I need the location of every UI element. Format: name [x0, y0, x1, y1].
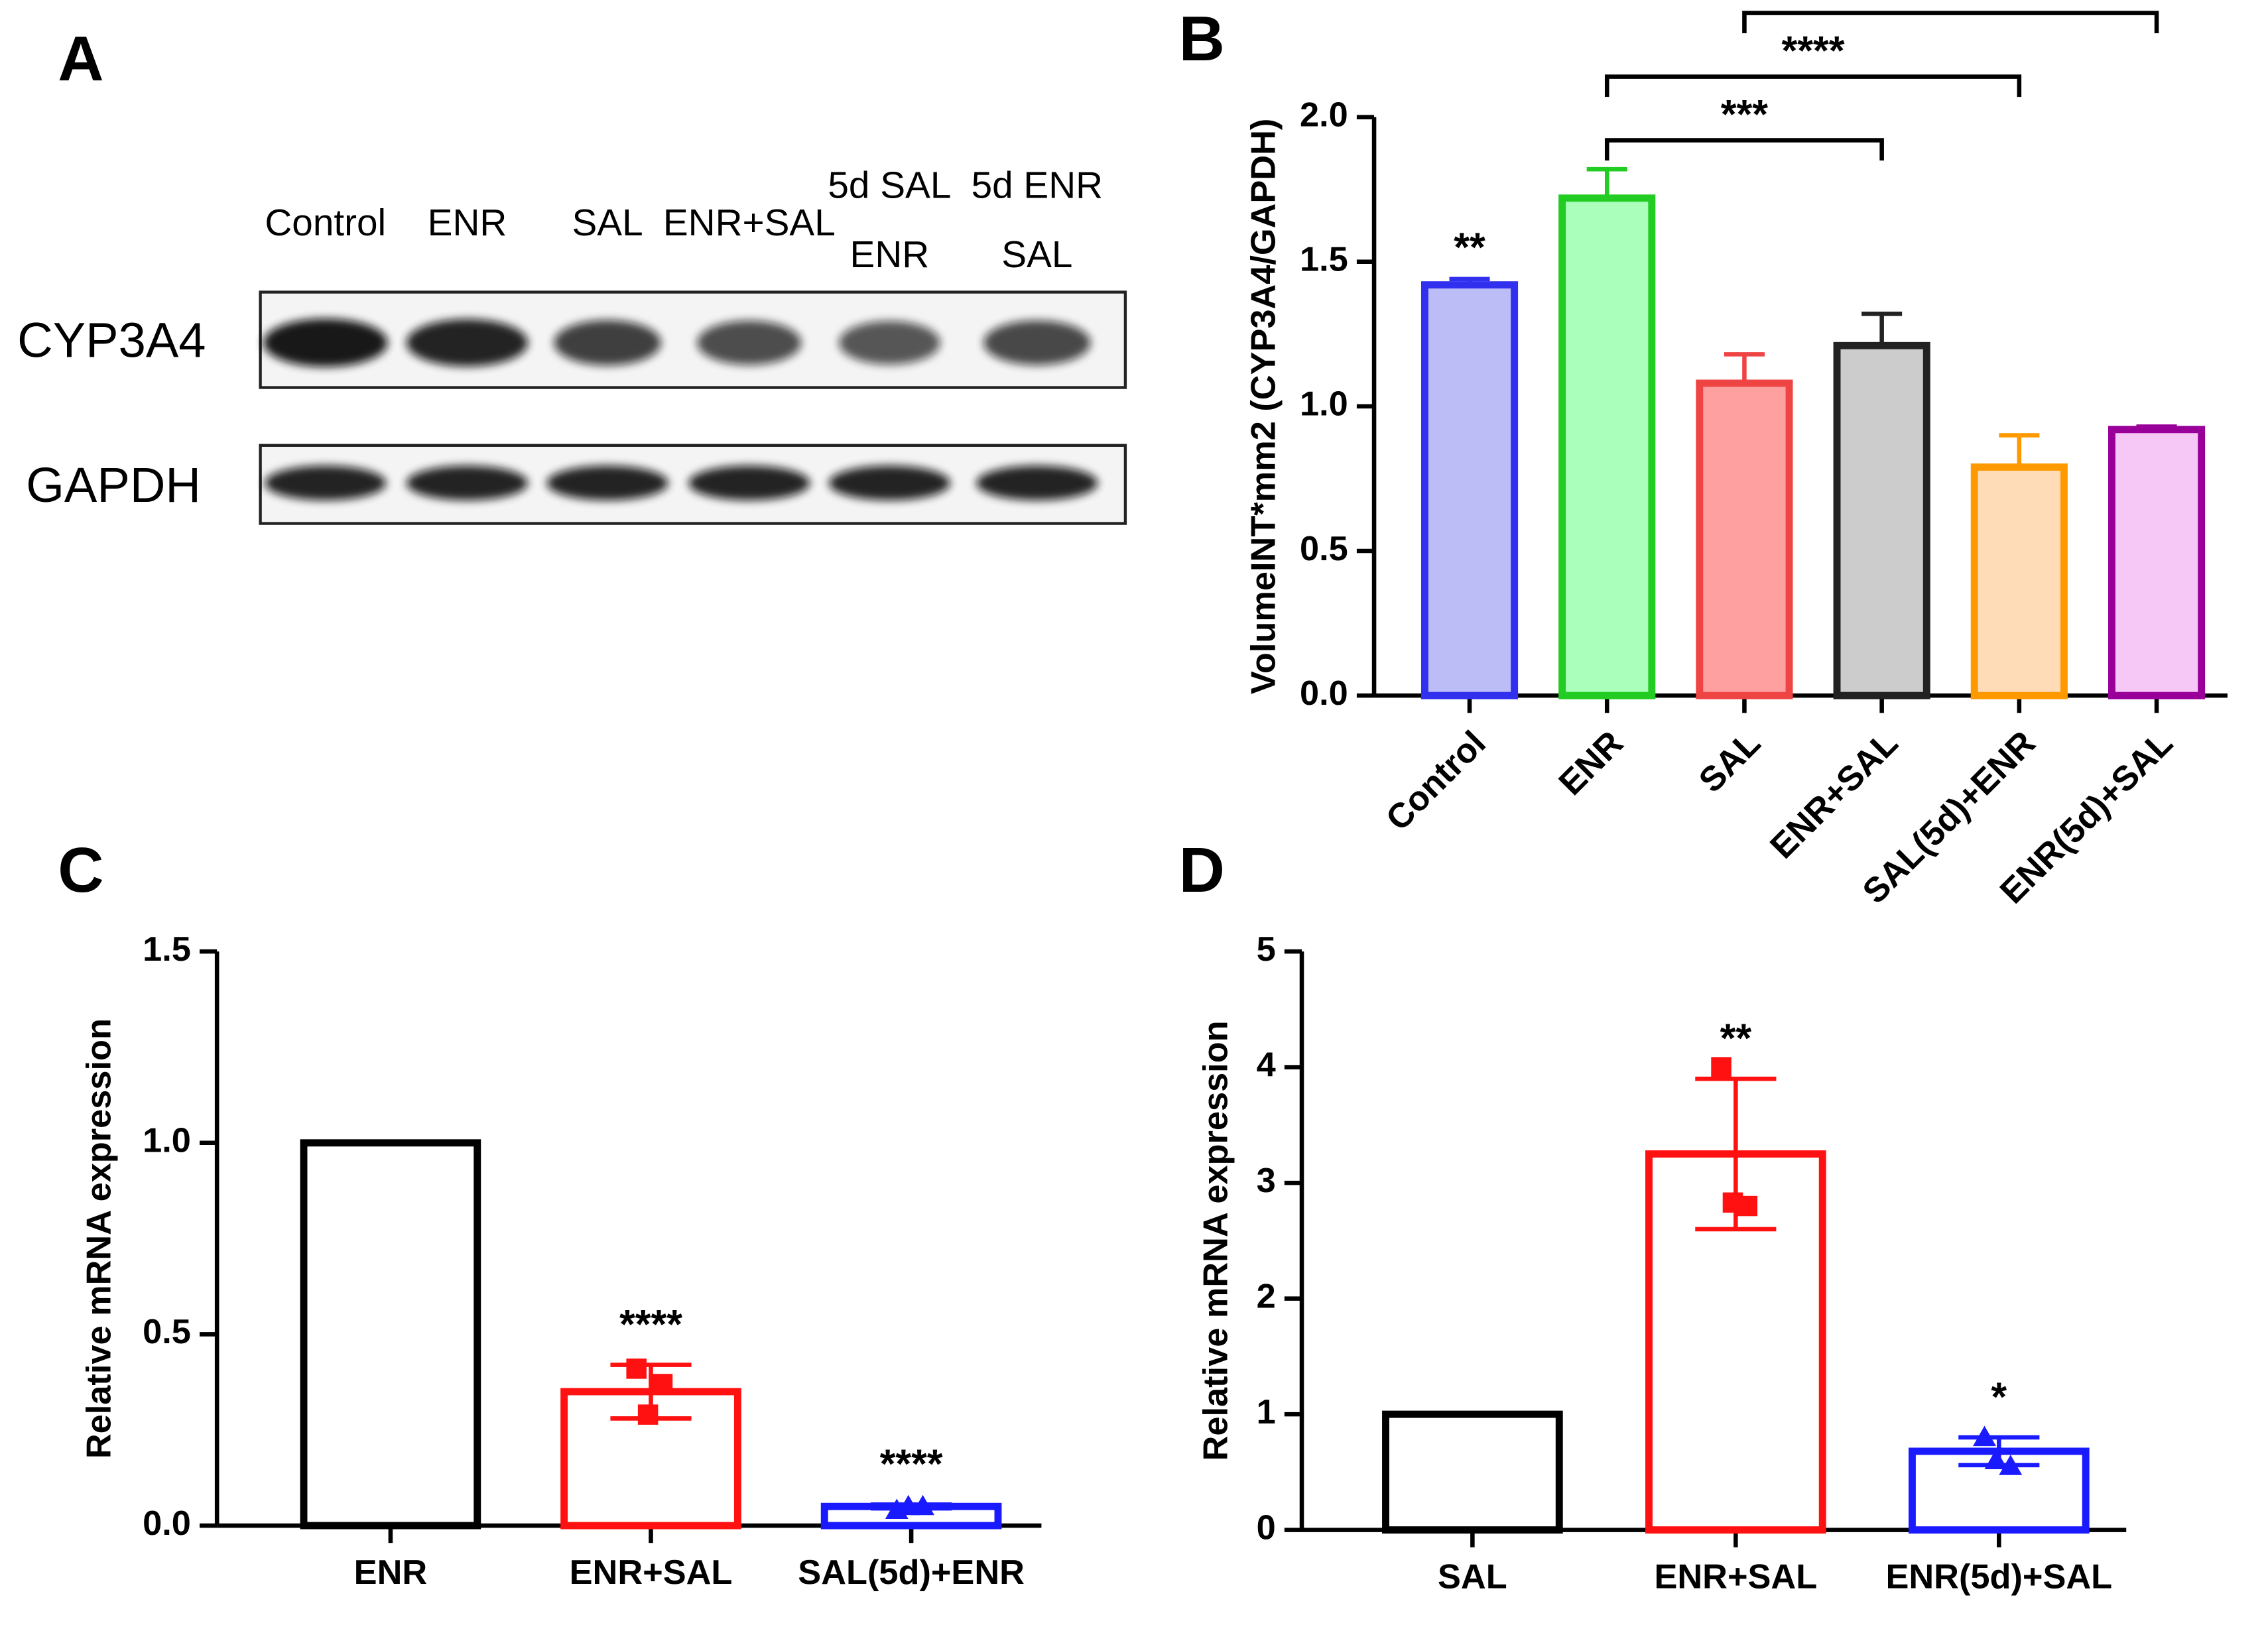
y-tick-label: 4: [1257, 1046, 1276, 1084]
bar: [1833, 341, 1930, 699]
bar: [1645, 1150, 1826, 1534]
x-tick-label: ENR+SAL: [570, 1553, 733, 1592]
significance: *: [1991, 1374, 2007, 1419]
blot-band: [697, 320, 802, 365]
y-tick-label: 0.0: [143, 1504, 191, 1543]
data-point: [1711, 1057, 1732, 1077]
y-tick-label: 0.0: [1300, 674, 1348, 713]
blot-frame: [259, 290, 1127, 389]
x-tick-label: ENR(5d)+SAL: [1885, 1558, 2112, 1597]
blot-band: [983, 320, 1091, 365]
y-tick-label: 1.5: [143, 930, 191, 969]
data-point: [1722, 1192, 1743, 1213]
bar: [560, 1388, 741, 1530]
x-tick-label: ENR+SAL: [1654, 1558, 1817, 1597]
significance: ****: [880, 1441, 943, 1486]
blot-band: [546, 465, 668, 501]
panel-letter: D: [1179, 835, 1225, 906]
lane-label: 5d SAL: [828, 165, 951, 207]
y-tick-label: 1.0: [143, 1122, 191, 1160]
y-tick-label: 2.0: [1300, 95, 1348, 134]
row-label: GAPDH: [26, 457, 201, 513]
bar: [2108, 426, 2206, 699]
bar: [1382, 1410, 1563, 1534]
y-tick-label: 1.5: [1300, 241, 1348, 279]
blot-band: [839, 321, 940, 365]
significance: ***: [1927, 0, 1975, 9]
lane-label: ENR: [428, 202, 507, 244]
panel-letter: A: [58, 23, 103, 94]
bar: [1558, 194, 1656, 699]
bar: [1420, 281, 1519, 699]
data-point: [1973, 1425, 1996, 1447]
y-axis-label: Relative mRNA expression: [80, 1018, 119, 1459]
x-tick-label: SAL(5d)+ENR: [798, 1553, 1025, 1592]
lane-label: Control: [265, 202, 386, 244]
bar: [300, 1139, 481, 1530]
significance: **: [1720, 1016, 1752, 1061]
row-label: CYP3A4: [17, 313, 206, 368]
blot-band: [406, 319, 529, 367]
blot-band: [828, 465, 950, 501]
lane-label: SAL: [1001, 234, 1072, 276]
significance: ***: [1721, 91, 1769, 137]
lane-label: ENR: [850, 234, 930, 276]
y-axis-label: Relative mRNA expression: [1196, 1020, 1235, 1461]
blot-band: [406, 465, 529, 501]
lane-label: SAL: [572, 202, 643, 244]
blot-band: [263, 318, 388, 367]
blot-band: [976, 465, 1098, 501]
bracket: [1742, 11, 2159, 34]
blot-band: [554, 320, 661, 366]
bar: [1970, 463, 2068, 699]
y-axis-label: VolumeINT*mm2 (CYP3A4/GAPDH): [1244, 119, 1283, 694]
y-tick-label: 0: [1257, 1508, 1276, 1547]
y-tick-label: 2: [1257, 1277, 1276, 1315]
significance: ****: [619, 1301, 682, 1347]
data-point: [1984, 1449, 2008, 1469]
lane-label: ENR+SAL: [663, 202, 836, 244]
bracket: [1604, 138, 1884, 161]
y-tick-label: 3: [1257, 1162, 1276, 1200]
bar: [1696, 379, 1793, 699]
data-point: [637, 1404, 659, 1425]
data-point: [897, 1494, 920, 1516]
significance: ****: [1782, 28, 1845, 73]
y-tick-label: 1: [1257, 1393, 1276, 1431]
data-point: [652, 1374, 673, 1394]
y-tick-label: 0.5: [143, 1313, 191, 1351]
y-tick-label: 5: [1257, 930, 1276, 969]
lane-label: 5d ENR: [972, 165, 1103, 207]
x-tick-label: ENR: [354, 1553, 427, 1592]
blot-band: [265, 465, 387, 501]
bar: [1908, 1447, 2090, 1534]
blot-band: [688, 465, 810, 501]
y-tick-label: 1.0: [1300, 385, 1348, 424]
y-tick-label: 0.5: [1300, 530, 1348, 568]
x-tick-label: SAL: [1438, 1558, 1507, 1597]
data-point: [1999, 1455, 2023, 1475]
panel-letter: B: [1179, 3, 1225, 74]
significance: **: [1454, 224, 1485, 269]
panel-letter: C: [58, 835, 103, 906]
bracket: [1604, 74, 2022, 97]
data-point: [626, 1358, 647, 1379]
